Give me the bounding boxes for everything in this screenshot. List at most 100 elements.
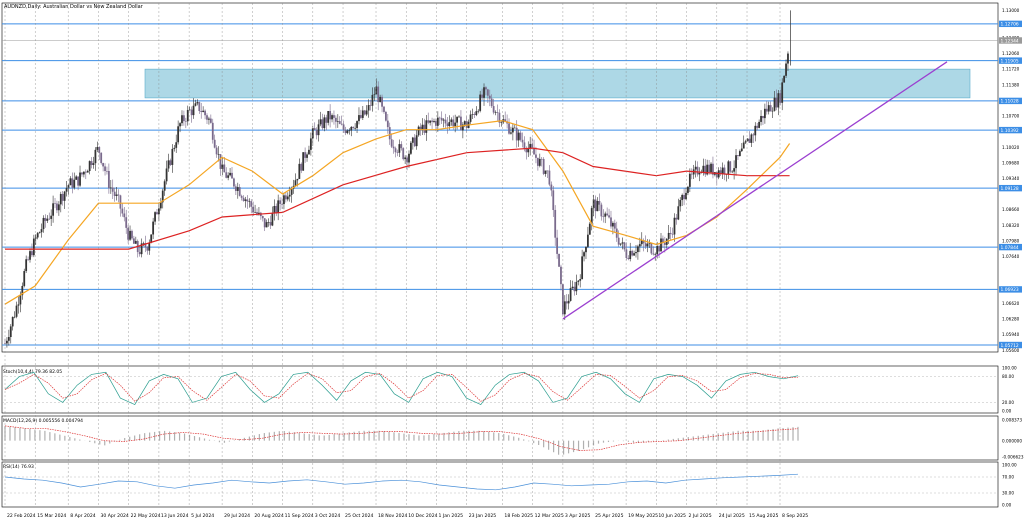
level-label-bg — [999, 184, 1022, 192]
candle-body — [750, 134, 753, 143]
candle-body — [679, 200, 682, 207]
candle-body — [702, 165, 705, 173]
level-label-bg — [999, 126, 1022, 134]
price-tick-label: 1.06620 — [1002, 301, 1020, 306]
candle-body — [90, 161, 93, 165]
candle-body — [17, 304, 20, 306]
candle-body — [550, 184, 553, 191]
horizontal-levels[interactable] — [2, 23, 998, 346]
candle-body — [82, 171, 85, 175]
candle-body — [42, 217, 45, 230]
candle-body — [315, 129, 318, 136]
candle-body — [633, 253, 635, 256]
candle-body — [733, 168, 736, 172]
candle-body — [123, 213, 126, 218]
candle-body — [246, 199, 249, 202]
candle-body — [61, 193, 64, 201]
level-label-bg — [999, 57, 1022, 64]
level-label-bg — [999, 97, 1022, 105]
date-tick-label: 3 Apr 2025 — [565, 513, 591, 519]
candle-body — [486, 89, 489, 96]
price-tick-label: 1.07640 — [1002, 254, 1020, 259]
candle-body — [527, 148, 530, 153]
candle-body — [458, 116, 460, 118]
candle-body — [667, 232, 670, 239]
candle-body — [477, 110, 480, 112]
candle-body — [525, 148, 528, 153]
candle-body — [675, 217, 678, 220]
candle-body — [483, 87, 485, 98]
candle-body — [604, 213, 607, 217]
stoch-main-line — [4, 371, 799, 406]
level-label-bg — [999, 341, 1022, 349]
level-label: 1.11905 — [1001, 58, 1019, 64]
candle-body — [694, 166, 697, 170]
candle-body — [375, 86, 378, 95]
price-tick-label: 1.05940 — [1002, 332, 1020, 337]
candle-body — [294, 180, 297, 186]
candle-body — [298, 163, 301, 179]
candle-body — [663, 242, 666, 245]
candle-body — [629, 250, 632, 260]
candle-body — [619, 243, 622, 245]
candle-body — [386, 120, 389, 128]
candle-body — [496, 112, 499, 113]
candle-body — [521, 139, 524, 143]
candle-body — [196, 102, 199, 104]
main-panel — [1, 2, 999, 508]
candle-body — [165, 168, 168, 182]
candle-body — [704, 165, 707, 175]
candle-body — [396, 152, 399, 153]
candle-body — [300, 163, 303, 171]
price-tick-label: 1.06280 — [1002, 317, 1020, 322]
candle-body — [169, 160, 172, 165]
candle-body — [11, 316, 14, 327]
macd-frame — [1, 415, 999, 461]
candle-body — [677, 206, 680, 220]
candle-body — [767, 105, 770, 112]
candle-body — [565, 301, 568, 304]
candle-body — [263, 218, 266, 228]
candle-body — [621, 242, 624, 244]
candle-body — [367, 105, 370, 111]
candle-body — [57, 204, 60, 211]
price-axis: 1.12706 1.11905 1.11028 1.10392 1.09128 1.078… — [999, 8, 1022, 353]
candle-body — [204, 110, 206, 116]
price-tick-label: 1.07980 — [1002, 238, 1020, 243]
date-tick-label: 1 Jan 2025 — [438, 513, 463, 519]
candle-body — [373, 94, 376, 96]
date-tick-label: 23 Jan 2025 — [469, 513, 497, 519]
candle-body — [519, 132, 522, 140]
rsi-axis-label: 0.00 — [1002, 503, 1012, 508]
candle-body — [359, 115, 362, 118]
candle-body — [777, 93, 780, 108]
candle-body — [13, 316, 16, 318]
main-frame-border — [1, 2, 999, 353]
candle-body — [286, 196, 289, 200]
candle-body — [229, 172, 231, 176]
candle-body — [71, 178, 74, 188]
candle-body — [154, 212, 156, 222]
candle-body — [73, 179, 76, 188]
candle-body — [419, 126, 422, 130]
candle-body — [379, 96, 382, 103]
macd-axis-label: 0.000000 — [1002, 438, 1022, 443]
candle-body — [463, 121, 466, 125]
candle-body — [656, 246, 659, 255]
date-tick-label: 2 Jul 2025 — [689, 513, 712, 519]
candle-body — [540, 158, 543, 160]
candle-body — [775, 97, 778, 108]
candle-body — [309, 138, 312, 150]
candle-body — [59, 193, 62, 205]
candle-body — [450, 119, 453, 123]
candle-body — [490, 98, 493, 107]
candle-body — [448, 122, 451, 127]
trend-line[interactable] — [562, 61, 948, 320]
candle-body — [433, 120, 435, 122]
candle-body — [134, 240, 137, 244]
ma-fast-line — [4, 119, 791, 305]
candle-body — [98, 146, 101, 153]
date-tick-label: 19 May 2025 — [628, 513, 658, 519]
candle-body — [748, 138, 751, 143]
